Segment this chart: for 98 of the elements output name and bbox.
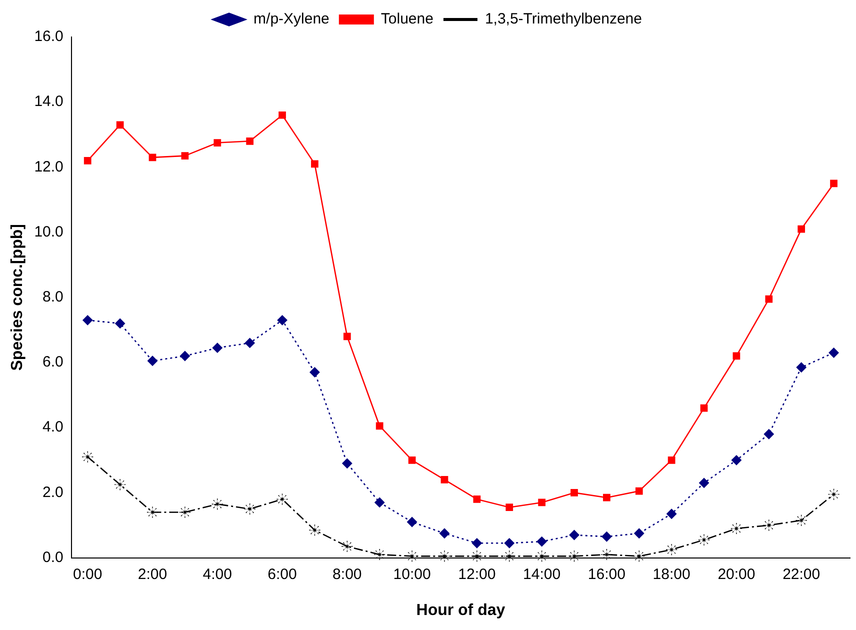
point xyxy=(277,315,288,326)
point xyxy=(763,520,774,531)
point xyxy=(148,356,158,366)
x-tick-label: 2:00 xyxy=(138,566,168,583)
point xyxy=(536,550,548,562)
x-tick-label: 8:00 xyxy=(332,566,362,583)
point xyxy=(700,404,708,412)
legend-label: 1,3,5-Trimethylbenzene xyxy=(484,10,642,28)
point xyxy=(603,494,610,502)
point xyxy=(342,540,353,552)
point xyxy=(376,422,384,430)
legend-label: Toluene xyxy=(380,10,434,28)
point xyxy=(504,550,515,562)
point xyxy=(730,523,742,534)
point xyxy=(114,479,126,490)
point xyxy=(732,352,740,360)
point xyxy=(440,476,448,484)
point xyxy=(214,139,222,146)
x-tick-label: 14:00 xyxy=(523,566,561,583)
point xyxy=(765,295,773,303)
point xyxy=(147,506,158,518)
point xyxy=(82,451,94,462)
point xyxy=(406,550,418,562)
point xyxy=(311,160,318,168)
point xyxy=(830,180,838,188)
y-axis-title: Species conc.[ppb] xyxy=(9,224,26,371)
y-tick-label: 6.0 xyxy=(42,354,64,371)
y-tick-label: 0.0 xyxy=(42,548,64,566)
point xyxy=(828,488,840,500)
point xyxy=(310,367,320,378)
x-tick-label: 12:00 xyxy=(458,566,496,583)
point xyxy=(796,362,806,372)
point xyxy=(438,550,450,562)
point xyxy=(538,498,546,506)
point xyxy=(374,497,385,508)
point xyxy=(764,429,774,440)
point xyxy=(471,550,482,562)
point xyxy=(407,516,418,527)
point xyxy=(343,332,351,340)
point xyxy=(179,506,190,518)
point xyxy=(244,338,255,348)
point xyxy=(635,487,643,495)
y-tick-label: 12.0 xyxy=(34,158,64,176)
x-tick-label: 0:00 xyxy=(73,566,102,583)
point xyxy=(374,549,386,560)
point xyxy=(699,478,710,488)
point xyxy=(602,532,612,542)
point xyxy=(82,315,93,326)
y-tick-label: 4.0 xyxy=(42,418,64,436)
point xyxy=(84,157,92,164)
legend-label: m/p-Xylene xyxy=(254,10,330,28)
y-tick-label: 2.0 xyxy=(42,484,64,501)
x-tick-label: 18:00 xyxy=(652,566,690,583)
y-tick-label: 10.0 xyxy=(34,223,64,240)
x-tick-label: 4:00 xyxy=(202,566,232,583)
point xyxy=(666,544,678,556)
point xyxy=(276,494,288,505)
x-tick-label: 6:00 xyxy=(268,566,297,583)
point xyxy=(634,528,644,538)
point xyxy=(504,538,514,548)
point xyxy=(408,456,416,464)
point xyxy=(634,550,645,562)
point xyxy=(181,152,189,160)
point xyxy=(439,528,450,538)
point xyxy=(309,524,320,536)
point xyxy=(342,458,352,468)
x-tick-label: 16:00 xyxy=(588,566,626,583)
y-tick-label: 14.0 xyxy=(34,93,64,110)
point xyxy=(472,538,482,548)
point xyxy=(473,496,481,503)
point xyxy=(731,455,742,466)
y-tick-label: 16.0 xyxy=(34,28,64,46)
point xyxy=(212,342,222,353)
point xyxy=(148,154,156,162)
y-tick-label: 8.0 xyxy=(42,288,64,306)
point xyxy=(570,489,578,496)
point xyxy=(569,530,580,540)
point xyxy=(180,350,190,361)
point xyxy=(244,503,256,514)
point xyxy=(536,536,547,547)
point xyxy=(796,514,807,526)
point xyxy=(246,137,254,145)
point xyxy=(668,456,676,464)
point xyxy=(212,498,223,510)
x-tick-label: 20:00 xyxy=(718,566,756,583)
x-axis-title: Hour of day xyxy=(416,602,506,619)
point xyxy=(828,348,839,358)
point xyxy=(278,111,286,119)
point xyxy=(568,550,580,562)
point xyxy=(601,549,612,560)
point xyxy=(798,225,806,233)
x-tick-label: 22:00 xyxy=(782,566,820,583)
point xyxy=(116,121,124,129)
point xyxy=(698,534,710,546)
point xyxy=(666,508,677,519)
point xyxy=(506,504,514,512)
point xyxy=(115,318,126,328)
x-tick-label: 10:00 xyxy=(393,566,431,583)
